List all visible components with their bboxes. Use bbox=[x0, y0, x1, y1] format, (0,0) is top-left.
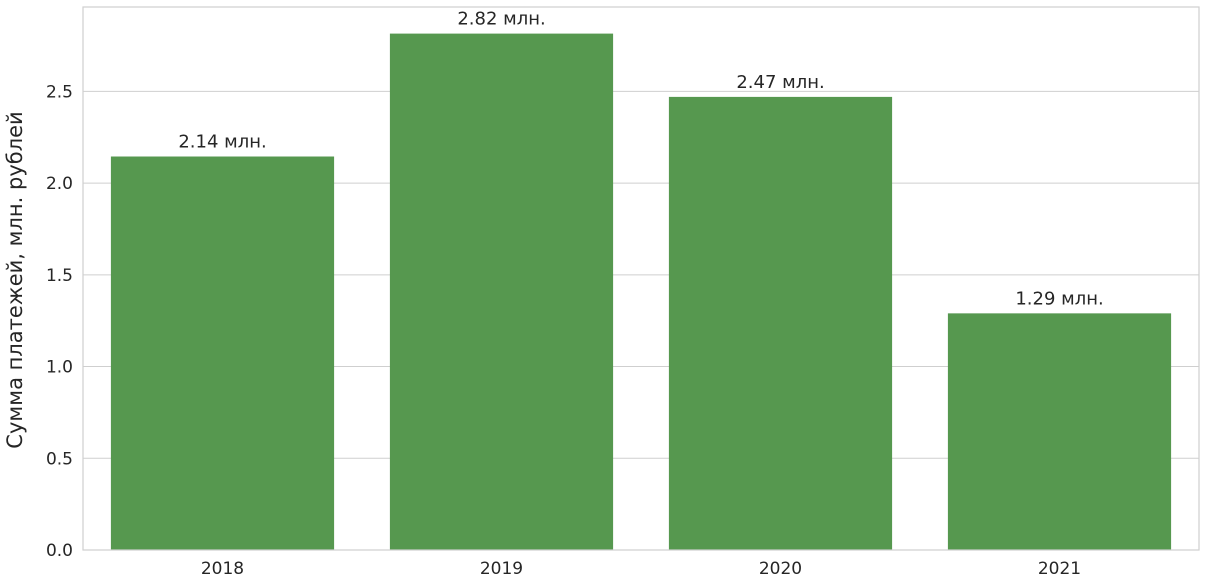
bar-2019 bbox=[389, 33, 614, 550]
y-tick-label: 0.5 bbox=[46, 449, 73, 469]
y-tick-label: 1.5 bbox=[46, 266, 73, 286]
x-tick-label: 2021 bbox=[1038, 559, 1081, 579]
bar-value-label: 2.82 млн. bbox=[457, 9, 545, 30]
bar-value-label: 1.29 млн. bbox=[1015, 288, 1103, 309]
y-tick-label: 2.0 bbox=[46, 174, 73, 194]
bar-2020 bbox=[668, 96, 893, 550]
x-tick-label: 2019 bbox=[480, 559, 523, 579]
bar-value-label: 2.14 млн. bbox=[178, 132, 266, 153]
bar-2021 bbox=[947, 313, 1172, 550]
bar-value-labels: 2.14 млн. 2.82 млн. 2.47 млн. 1.29 млн. bbox=[178, 9, 1103, 310]
y-tick-label: 2.5 bbox=[46, 82, 73, 102]
y-tick-label: 1.0 bbox=[46, 358, 73, 378]
bar-2018 bbox=[110, 156, 335, 550]
y-tick-label: 0.0 bbox=[46, 541, 73, 561]
x-tick-labels: 2018 2019 2020 2021 bbox=[201, 559, 1081, 579]
plot-frame bbox=[82, 6, 1200, 551]
x-tick-label: 2020 bbox=[759, 559, 802, 579]
y-axis-title: Сумма платежей, млн. рублей bbox=[3, 111, 27, 448]
x-tick-label: 2018 bbox=[201, 559, 244, 579]
bars bbox=[110, 33, 1172, 550]
y-tick-labels: 0.0 0.5 1.0 1.5 2.0 2.5 bbox=[46, 82, 73, 561]
bar-value-label: 2.47 млн. bbox=[736, 72, 824, 93]
